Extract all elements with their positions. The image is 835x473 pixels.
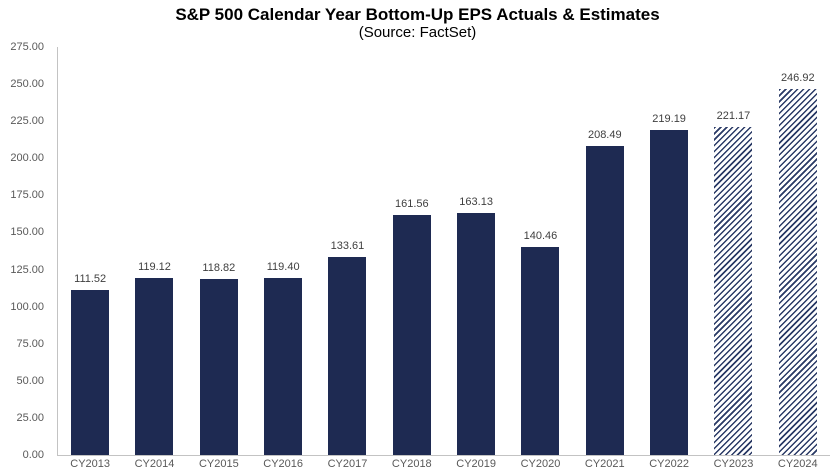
bar-slot-CY2014: 119.12 [122,47,186,455]
bar-CY2017 [328,256,367,455]
x-tick-label-CY2015: CY2015 [198,458,239,470]
y-tick-label-75: 75.00 [16,337,44,350]
bar-slot-CY2020: 140.46 [508,47,572,455]
x-tick-label-CY2018: CY2018 [391,458,432,470]
bar-CY2021 [585,145,624,455]
y-tick-label-50: 50.00 [16,374,44,387]
value-label-CY2021: 208.49 [587,128,622,141]
x-tick-label-CY2019: CY2019 [456,458,497,470]
value-label-CY2022: 219.19 [652,112,686,125]
bar-CY2023-estimate [714,126,753,455]
x-tick-label-CY2020: CY2020 [520,458,561,470]
bar-slot-CY2016: 119.40 [251,47,315,455]
value-label-CY2024: 246.92 [780,71,815,84]
x-tick-label-CY2022: CY2022 [649,458,689,470]
value-label-CY2017: 133.61 [330,239,365,252]
bar-slot-CY2019: 163.13 [444,47,508,455]
y-tick-label-100: 100.00 [10,300,44,313]
x-tick-label-CY2023: CY2023 [713,458,754,470]
chart-title: S&P 500 Calendar Year Bottom-Up EPS Actu… [175,5,660,24]
y-tick-label-0: 0.00 [22,449,44,461]
bar-CY2020 [521,246,560,455]
x-tick-label-CY2014: CY2014 [134,458,175,470]
bar-slot-CY2013: 111.52 [58,47,122,455]
y-axis: 0.00 25.00 50.00 75.00 100.00 125.00 150.00 175… [0,41,50,461]
chart-subtitle: (Source: FactSet) [358,24,477,41]
x-tick-label-CY2021: CY2021 [584,458,625,470]
value-label-CY2016: 119.40 [266,260,300,273]
bar-CY2018 [392,215,431,455]
bar-slot-CY2017: 133.61 [315,47,379,455]
y-tick-label-225: 225.00 [10,115,44,128]
y-tick-label-125: 125.00 [10,263,44,276]
bar-CY2013 [71,289,110,455]
bar-CY2022 [650,129,689,455]
bar-slot-CY2022: 219.19 [637,47,701,455]
value-label-CY2013: 111.52 [74,272,107,285]
bar-series: 111.52 119.12 118.82 119.40 133.61 161.56 163.… [58,47,830,455]
x-tick-label-CY2017: CY2017 [327,458,368,470]
y-tick-label-250: 250.00 [10,78,44,91]
y-tick-label-150: 150.00 [10,226,44,239]
y-tick-label-200: 200.00 [10,152,44,165]
plot-area [57,47,830,456]
x-tick-label-CY2016: CY2016 [263,458,304,470]
x-tick-label-CY2024: CY2024 [777,458,818,470]
bar-CY2015 [199,278,238,455]
x-tick-label-CY2013: CY2013 [70,458,111,470]
bar-CY2014 [135,278,174,455]
value-label-CY2019: 163.13 [459,195,493,208]
bar-CY2024-estimate [778,88,817,455]
y-tick-label-25: 25.00 [16,411,44,424]
bar-slot-CY2015: 118.82 [187,47,251,455]
y-tick-label-175: 175.00 [10,189,44,202]
value-label-CY2014: 119.12 [138,261,171,274]
bar-slot-CY2024: 246.92 [766,47,830,455]
bar-slot-CY2023: 221.17 [701,47,765,455]
bar-slot-CY2018: 161.56 [380,47,444,455]
bar-CY2016 [264,277,303,455]
x-axis: CY2013 CY2014 CY2015 CY2016 CY2017 CY2018 CY20… [58,458,830,470]
value-label-CY2023: 221.17 [716,109,751,122]
y-tick-label-275: 275.00 [10,41,44,53]
bar-slot-CY2021: 208.49 [573,47,637,455]
value-label-CY2020: 140.46 [523,229,558,242]
value-label-CY2015: 118.82 [202,261,236,274]
value-label-CY2018: 161.56 [394,198,429,211]
bar-CY2019 [457,212,496,455]
